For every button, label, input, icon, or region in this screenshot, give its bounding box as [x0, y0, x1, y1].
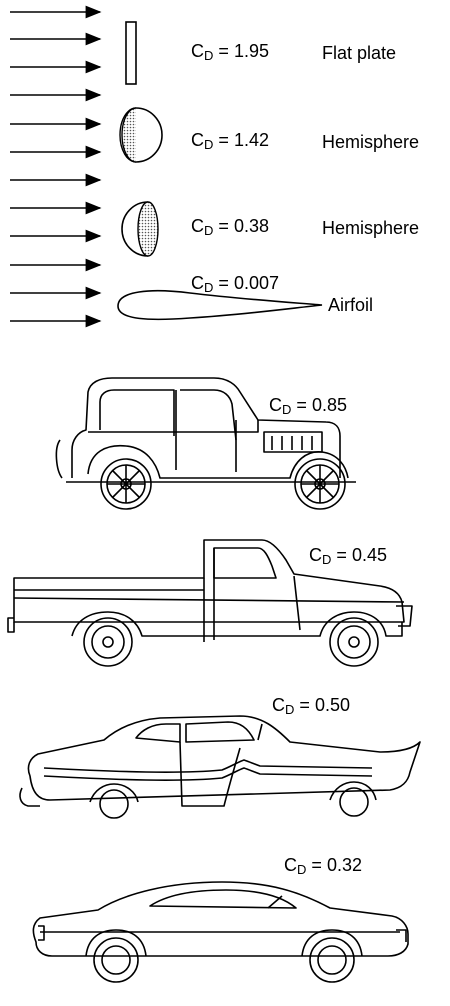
flat-plate-shape: [125, 21, 137, 85]
hemisphere-concave-shape: [119, 107, 163, 163]
cd-subscript: D: [322, 552, 332, 567]
cd-subscript: D: [204, 48, 214, 63]
equals-sign: =: [311, 855, 322, 875]
hemisphere-cd-label: CD = 0.38: [191, 217, 269, 237]
pickup-truck-icon: [7, 539, 413, 667]
cd-value: 1.42: [233, 130, 269, 150]
cd-value: 0.85: [311, 395, 347, 415]
modern-coupe-icon: [32, 881, 409, 983]
vintage-sedan-cd-label: CD = 0.85: [269, 396, 347, 416]
cd-value: 1.95: [233, 41, 269, 61]
modern-coupe-cd-label: CD = 0.32: [284, 856, 362, 876]
flat-plate-cd-label: CD = 1.95: [191, 42, 269, 62]
cd-subscript: D: [204, 137, 214, 152]
equals-sign: =: [218, 216, 229, 236]
vintage-sedan-icon: [55, 377, 356, 510]
equals-sign: =: [336, 545, 347, 565]
equals-sign: =: [296, 395, 307, 415]
cd-symbol: C: [309, 545, 322, 565]
cd-subscript: D: [282, 402, 292, 417]
cd-subscript: D: [204, 280, 214, 295]
cd-symbol: C: [191, 41, 204, 61]
cd-value: 0.32: [326, 855, 362, 875]
hemisphere-cd-label: CD = 1.42: [191, 131, 269, 151]
cd-value: 0.50: [314, 695, 350, 715]
airfoil-shape: [117, 289, 323, 321]
cd-symbol: C: [272, 695, 285, 715]
cd-subscript: D: [297, 862, 307, 877]
cd-subscript: D: [204, 223, 214, 238]
cd-value: 0.38: [233, 216, 269, 236]
cd-subscript: D: [285, 702, 295, 717]
equals-sign: =: [218, 130, 229, 150]
cd-symbol: C: [191, 130, 204, 150]
equals-sign: =: [218, 41, 229, 61]
flow-arrows: [10, 5, 102, 328]
1950s-sedan-icon: [19, 715, 421, 819]
airfoil-cd-label: CD = 0.007: [191, 274, 279, 294]
cd-symbol: C: [191, 273, 204, 293]
airfoil-name: Airfoil: [328, 295, 374, 315]
hemisphere-convex-shape: [121, 201, 159, 257]
cd-symbol: C: [284, 855, 297, 875]
cd-value: 0.45: [351, 545, 387, 565]
equals-sign: =: [218, 273, 229, 293]
cd-symbol: C: [191, 216, 204, 236]
cd-value: 0.007: [233, 273, 279, 293]
pickup-truck-cd-label: CD = 0.45: [309, 546, 387, 566]
flat-plate-name: Flat plate: [322, 43, 397, 63]
equals-sign: =: [299, 695, 310, 715]
cd-symbol: C: [269, 395, 282, 415]
1950s-sedan-cd-label: CD = 0.50: [272, 696, 350, 716]
hemisphere-name: Hemisphere: [322, 132, 420, 152]
hemisphere-name: Hemisphere: [322, 218, 420, 238]
